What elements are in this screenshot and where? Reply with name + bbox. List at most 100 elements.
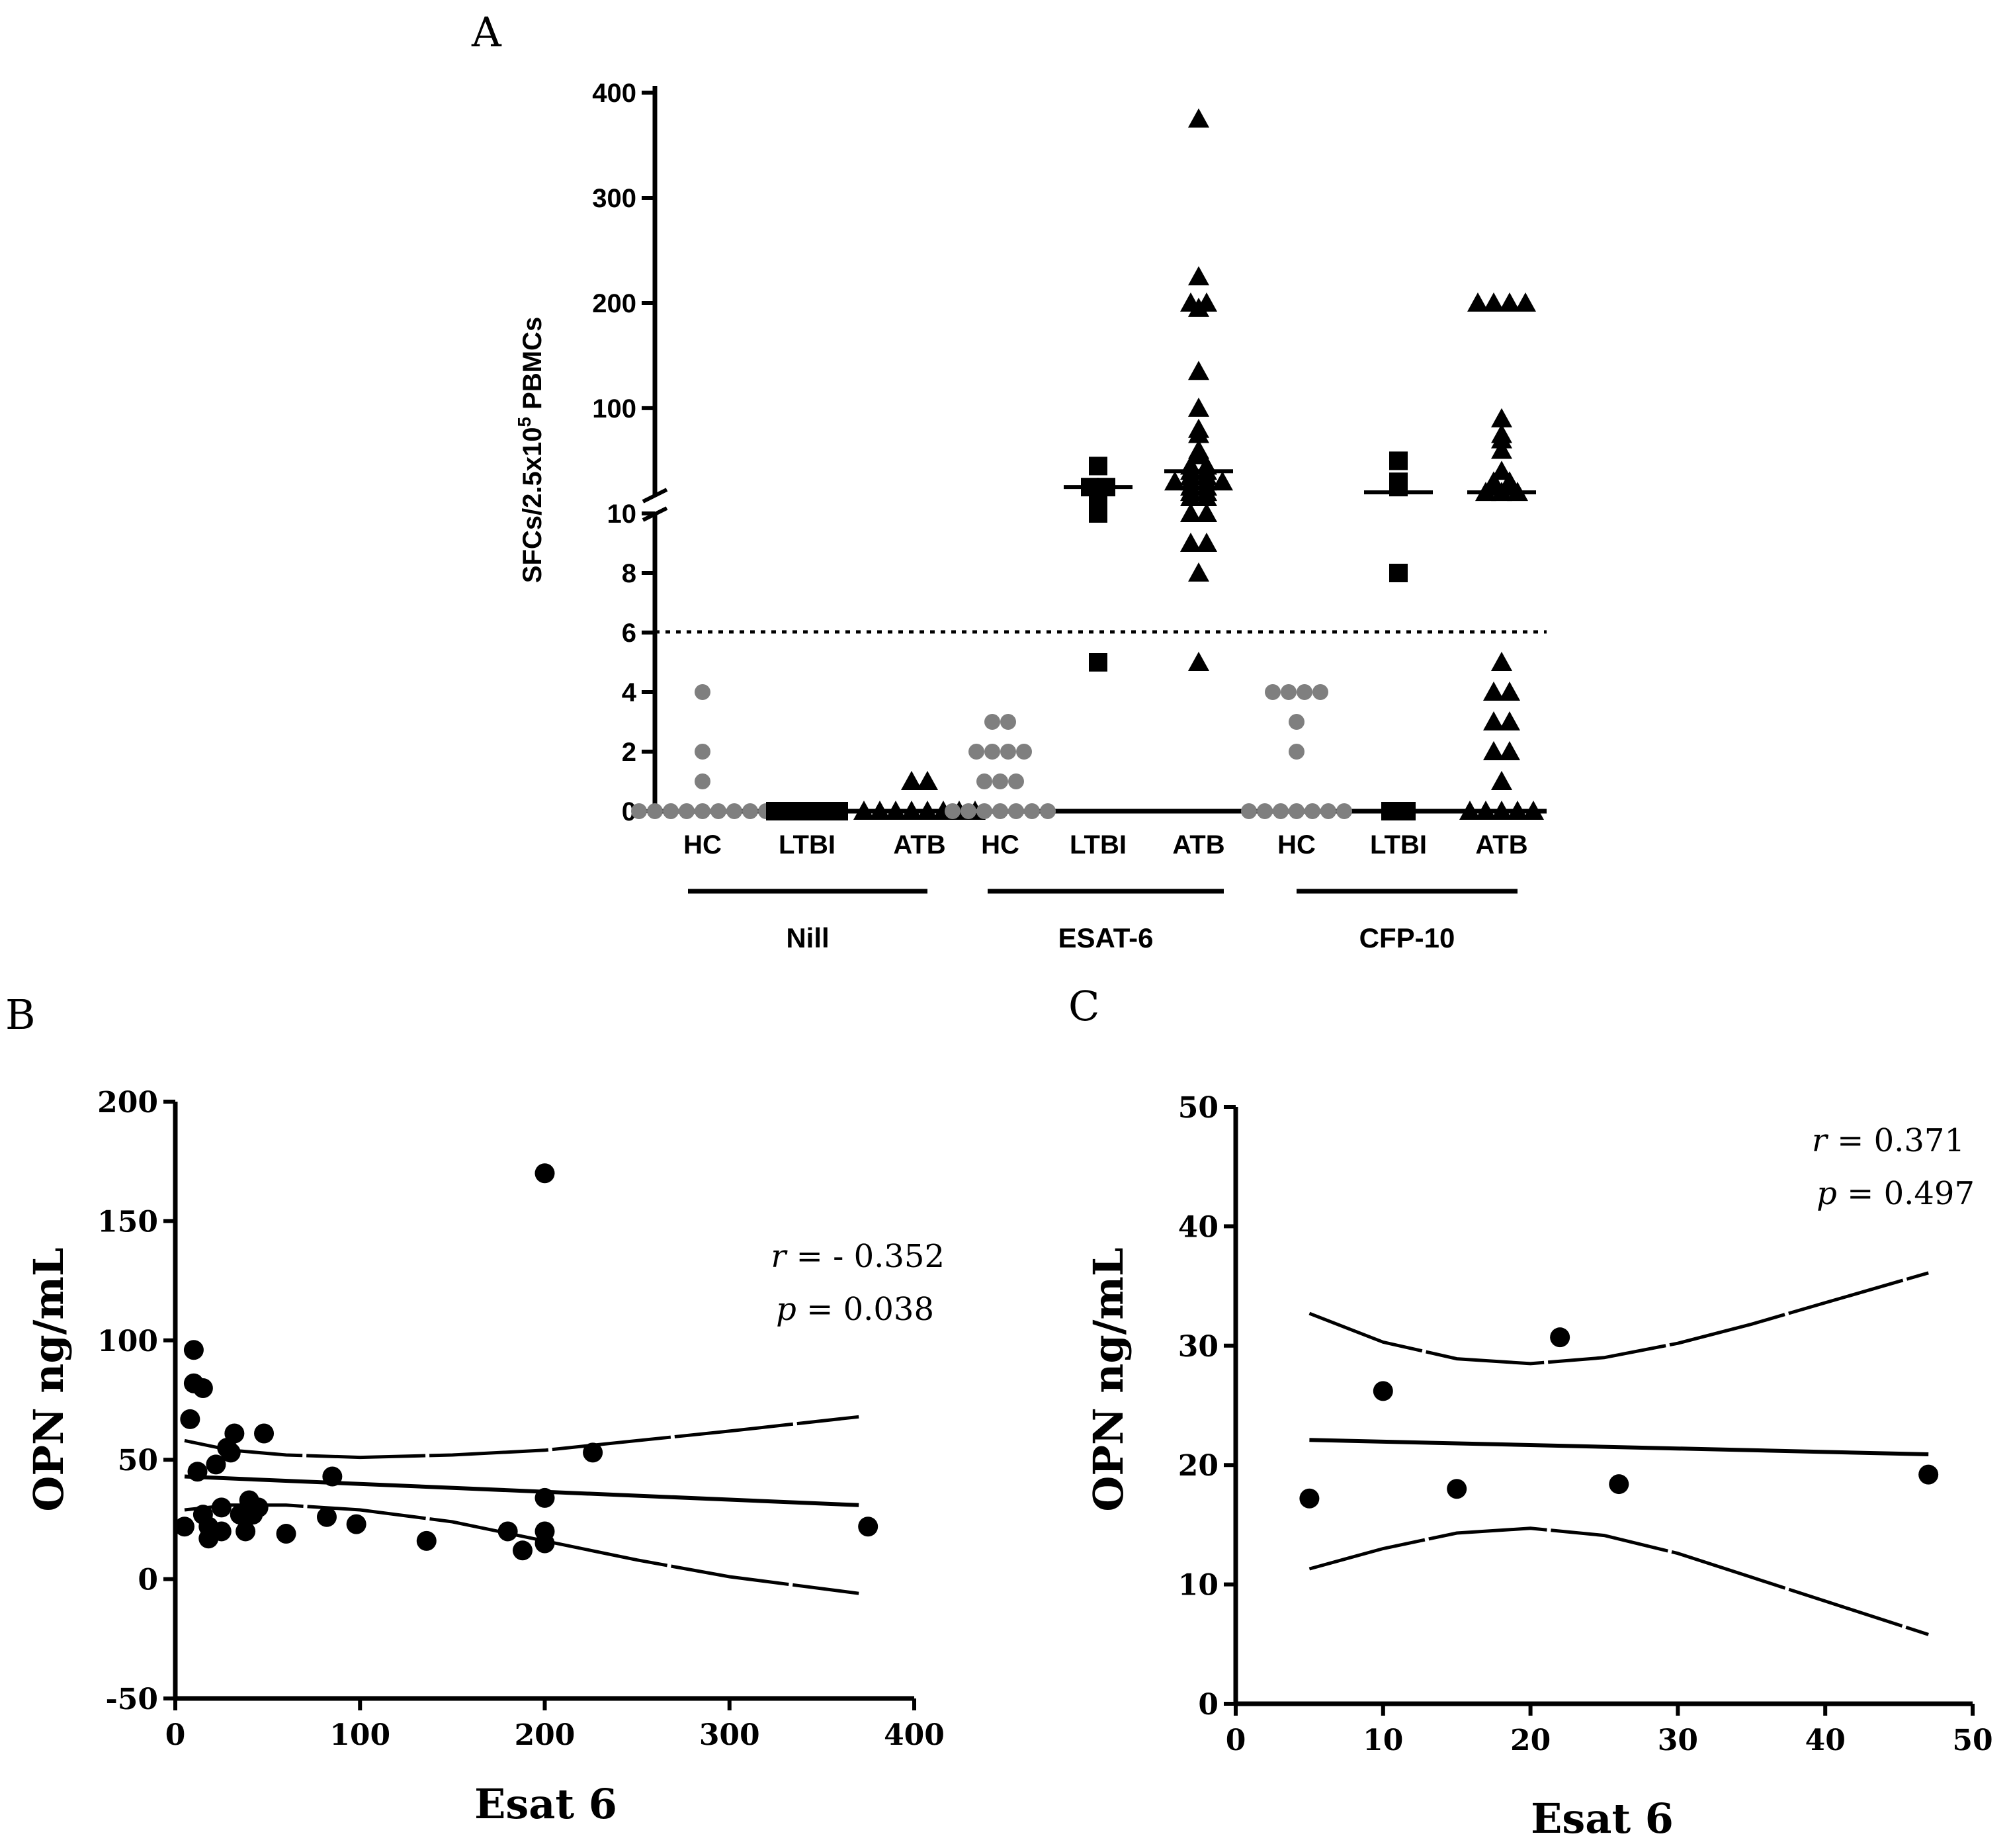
panel-a-y-ticks: 0 2 4 6 8 10 100 200 300 400 — [592, 79, 655, 826]
panel-c-y-tick-label: 30 — [1178, 1330, 1219, 1364]
panel-c-y-tick-label: 0 — [1198, 1688, 1219, 1722]
panel-a-point — [695, 744, 710, 760]
panel-b-point — [211, 1497, 232, 1518]
panel-a-label: A — [471, 8, 502, 56]
panel-b-point — [235, 1521, 256, 1542]
panel-c-regression-line — [1309, 1438, 1929, 1456]
panel-a-point — [1212, 471, 1233, 491]
panel-b-point — [535, 1163, 555, 1184]
panel-b-point — [858, 1517, 878, 1537]
panel-b-point — [512, 1540, 533, 1561]
panel-a-point — [1008, 773, 1024, 789]
panel-a-point — [885, 801, 906, 820]
panel-b-lines — [184, 1415, 859, 1595]
panel-b-y-axis-label: OPN ng/mL — [24, 1247, 73, 1511]
panel-c-point — [1373, 1381, 1393, 1401]
panel-a-point — [1389, 451, 1408, 470]
panel-a-point — [1389, 564, 1408, 582]
panel-a-points — [631, 108, 1544, 820]
panel-b-y-tick-label: 100 — [97, 1325, 158, 1358]
panel-a-point — [647, 803, 663, 819]
panel-a-y-tick-label: 2 — [622, 738, 636, 767]
panel-b-x-tick-label: 200 — [515, 1718, 576, 1752]
panel-a-point — [1523, 801, 1544, 820]
panel-a-point — [1188, 562, 1209, 582]
panel-a-point — [869, 801, 890, 820]
panel-b-point — [224, 1423, 245, 1444]
panel-c-x-tick-label: 50 — [1952, 1724, 1992, 1757]
panel-a-point — [1089, 457, 1107, 476]
panel-b-point — [220, 1442, 241, 1463]
panel-c-x-axis-label: Esat 6 — [1531, 1794, 1674, 1843]
panel-a: A SFCs/2.5x105 PBMCs 0 2 4 6 8 10 100 200 300 400… — [471, 8, 1547, 953]
panel-c-x-tick-label: 0 — [1226, 1724, 1246, 1757]
panel-a-category-label: ATB — [893, 830, 945, 859]
panel-a-point — [1499, 292, 1520, 312]
panel-b-point — [535, 1487, 555, 1508]
panel-a-point — [1499, 711, 1520, 730]
panel-c-y-axis-label: OPN ng/mL — [1084, 1247, 1133, 1511]
panel-a-point — [1491, 461, 1512, 480]
panel-a-point — [1320, 803, 1336, 819]
panel-a-point — [945, 803, 961, 819]
panel-a-point — [1180, 292, 1201, 312]
panel-a-point — [814, 802, 832, 820]
panel-a-point — [1467, 292, 1488, 312]
panel-a-point — [961, 803, 976, 819]
panel-a-point — [992, 803, 1008, 819]
panel-a-point — [1265, 684, 1281, 700]
panel-a-point — [917, 771, 938, 790]
panel-a-point — [1289, 744, 1305, 760]
panel-c-x-tick-label: 30 — [1658, 1724, 1698, 1757]
panel-b-ci-upper — [184, 1415, 859, 1460]
panel-a-point — [1483, 292, 1504, 312]
panel-a-point — [1491, 801, 1512, 820]
panel-a-point — [1483, 682, 1504, 701]
panel-a-point — [679, 803, 695, 819]
panel-c-ci-upper — [1308, 1271, 1929, 1366]
panel-a-point — [976, 773, 992, 789]
panel-a-point — [1507, 801, 1528, 820]
panel-a-point — [695, 684, 710, 700]
panel-a-y-tick-label: 400 — [592, 79, 636, 108]
panel-a-point — [830, 802, 848, 820]
panel-c-x-tick-label: 20 — [1510, 1724, 1551, 1757]
panel-a-point — [1491, 408, 1512, 427]
panel-b-y-tick-label: 150 — [97, 1205, 158, 1239]
panel-b-point — [416, 1530, 437, 1551]
panel-a-point — [1397, 802, 1416, 820]
panel-b-points — [174, 1163, 878, 1561]
panel-a-point — [1196, 292, 1217, 312]
panel-a-groups: Nill HC LTBI ATB ESAT-6 HC LTBI ATB CFP-10 HC LTBI… — [683, 830, 1528, 953]
panel-a-point — [1499, 682, 1520, 701]
panel-b-x-tick-label: 300 — [699, 1718, 760, 1752]
panel-a-point — [1305, 803, 1320, 819]
panel-a-point — [631, 803, 647, 819]
panel-a-point — [1196, 533, 1217, 552]
panel-a-category-label: ATB — [1475, 830, 1527, 859]
panel-a-point — [1180, 503, 1201, 522]
panel-a-point — [1273, 803, 1289, 819]
panel-a-y-tick-label: 6 — [622, 619, 636, 648]
panel-a-point — [1188, 266, 1209, 286]
panel-b-point — [193, 1378, 213, 1398]
panel-a-point — [1196, 455, 1217, 475]
panel-a-point — [901, 801, 922, 820]
panel-c: C 0 10 20 30 40 50 0 10 20 30 40 50 OPN ng/mL Esat … — [1068, 982, 1993, 1843]
panel-a-point — [1491, 771, 1512, 790]
panel-b-point — [183, 1340, 204, 1360]
panel-c-r-stat: r = 0.371 — [1812, 1122, 1965, 1159]
panel-a-point — [1491, 652, 1512, 671]
panel-a-point — [1483, 471, 1504, 491]
panel-a-y-axis-label: SFCs/2.5x105 PBMCs — [514, 317, 547, 583]
panel-a-point — [1188, 361, 1209, 380]
panel-a-axis-break-top — [642, 488, 668, 504]
panel-a-category-label: ATB — [1172, 830, 1224, 859]
panel-a-point — [1515, 292, 1536, 312]
panel-a-point — [984, 714, 1000, 730]
panel-a-point — [992, 773, 1008, 789]
panel-b-point — [583, 1442, 603, 1463]
